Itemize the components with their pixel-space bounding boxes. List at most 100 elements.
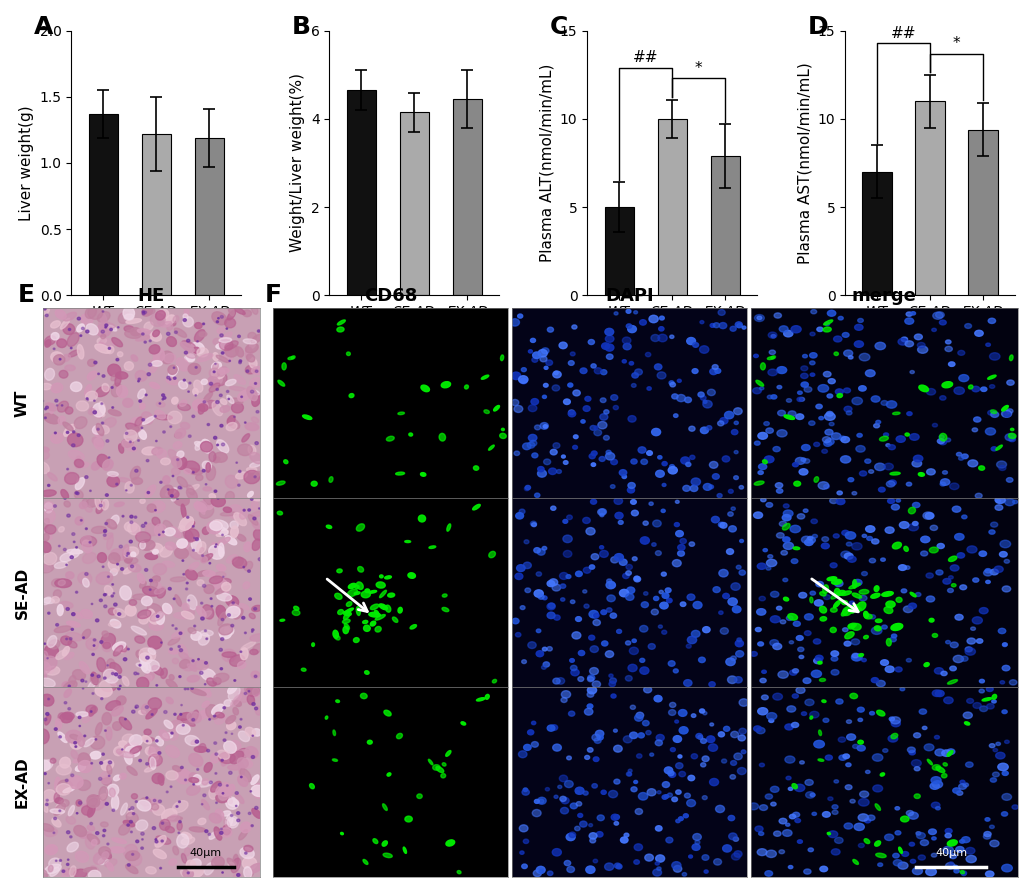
Circle shape (874, 463, 884, 470)
Circle shape (211, 605, 213, 607)
Circle shape (736, 323, 742, 328)
Ellipse shape (165, 826, 174, 833)
Ellipse shape (311, 481, 317, 486)
Ellipse shape (472, 504, 480, 510)
Circle shape (221, 443, 224, 446)
Ellipse shape (165, 542, 175, 550)
Circle shape (121, 749, 123, 750)
Circle shape (202, 470, 205, 472)
Circle shape (534, 493, 539, 498)
Circle shape (239, 718, 242, 720)
Circle shape (553, 615, 559, 620)
Circle shape (669, 748, 675, 751)
Ellipse shape (130, 522, 141, 537)
Circle shape (647, 644, 654, 649)
Ellipse shape (168, 637, 179, 645)
Ellipse shape (54, 792, 59, 803)
Ellipse shape (238, 759, 253, 768)
Circle shape (632, 639, 636, 642)
Ellipse shape (107, 346, 114, 353)
Circle shape (173, 714, 176, 715)
Ellipse shape (55, 797, 63, 803)
Circle shape (672, 862, 681, 869)
Circle shape (203, 323, 205, 325)
Circle shape (730, 326, 736, 331)
Circle shape (738, 729, 746, 734)
Circle shape (42, 400, 44, 402)
Circle shape (776, 386, 781, 389)
Circle shape (596, 815, 603, 821)
Ellipse shape (110, 619, 120, 628)
Ellipse shape (127, 811, 133, 816)
Circle shape (904, 318, 913, 324)
Ellipse shape (124, 330, 141, 338)
Circle shape (949, 666, 956, 670)
Circle shape (789, 814, 795, 818)
Circle shape (769, 786, 779, 792)
Circle shape (245, 422, 246, 423)
Ellipse shape (909, 592, 915, 596)
Circle shape (661, 781, 668, 788)
Circle shape (896, 499, 900, 502)
Circle shape (896, 436, 905, 442)
Circle shape (74, 746, 76, 747)
Circle shape (832, 804, 838, 809)
Circle shape (56, 624, 58, 626)
Circle shape (628, 769, 632, 773)
Ellipse shape (181, 610, 195, 618)
Ellipse shape (762, 460, 766, 463)
Circle shape (734, 450, 738, 454)
Circle shape (627, 326, 636, 333)
Ellipse shape (84, 867, 96, 872)
Ellipse shape (98, 552, 106, 562)
Bar (862, 172, 891, 295)
Text: B: B (291, 15, 311, 39)
Ellipse shape (60, 318, 69, 329)
Ellipse shape (51, 433, 63, 443)
Circle shape (813, 442, 819, 447)
Circle shape (924, 513, 933, 519)
Circle shape (639, 320, 646, 325)
Circle shape (553, 796, 557, 798)
Ellipse shape (77, 462, 89, 468)
Circle shape (779, 522, 786, 526)
Ellipse shape (62, 869, 68, 881)
Circle shape (541, 348, 548, 354)
Circle shape (961, 872, 965, 876)
Text: D: D (807, 15, 827, 39)
Circle shape (925, 868, 935, 876)
Circle shape (251, 498, 253, 500)
Circle shape (193, 550, 195, 552)
Ellipse shape (225, 784, 234, 796)
Circle shape (186, 516, 189, 518)
Circle shape (931, 690, 941, 697)
Ellipse shape (90, 751, 101, 759)
Circle shape (733, 837, 738, 841)
Circle shape (201, 803, 203, 805)
Ellipse shape (53, 589, 61, 598)
Circle shape (589, 833, 596, 839)
Ellipse shape (124, 430, 138, 441)
Ellipse shape (101, 776, 111, 783)
Circle shape (998, 465, 1005, 470)
Circle shape (103, 677, 106, 679)
Ellipse shape (224, 626, 233, 635)
Circle shape (600, 610, 606, 615)
Circle shape (195, 740, 199, 743)
Circle shape (883, 463, 893, 470)
Ellipse shape (420, 472, 426, 477)
Circle shape (178, 801, 180, 803)
Ellipse shape (122, 398, 132, 407)
Ellipse shape (386, 436, 393, 441)
Ellipse shape (225, 797, 238, 810)
Ellipse shape (123, 566, 136, 574)
Circle shape (135, 705, 139, 708)
Ellipse shape (68, 805, 74, 816)
Ellipse shape (161, 809, 176, 821)
Ellipse shape (852, 593, 861, 598)
Circle shape (146, 763, 149, 765)
Circle shape (119, 685, 121, 686)
Ellipse shape (111, 706, 123, 716)
Ellipse shape (244, 561, 253, 571)
Circle shape (201, 617, 204, 620)
